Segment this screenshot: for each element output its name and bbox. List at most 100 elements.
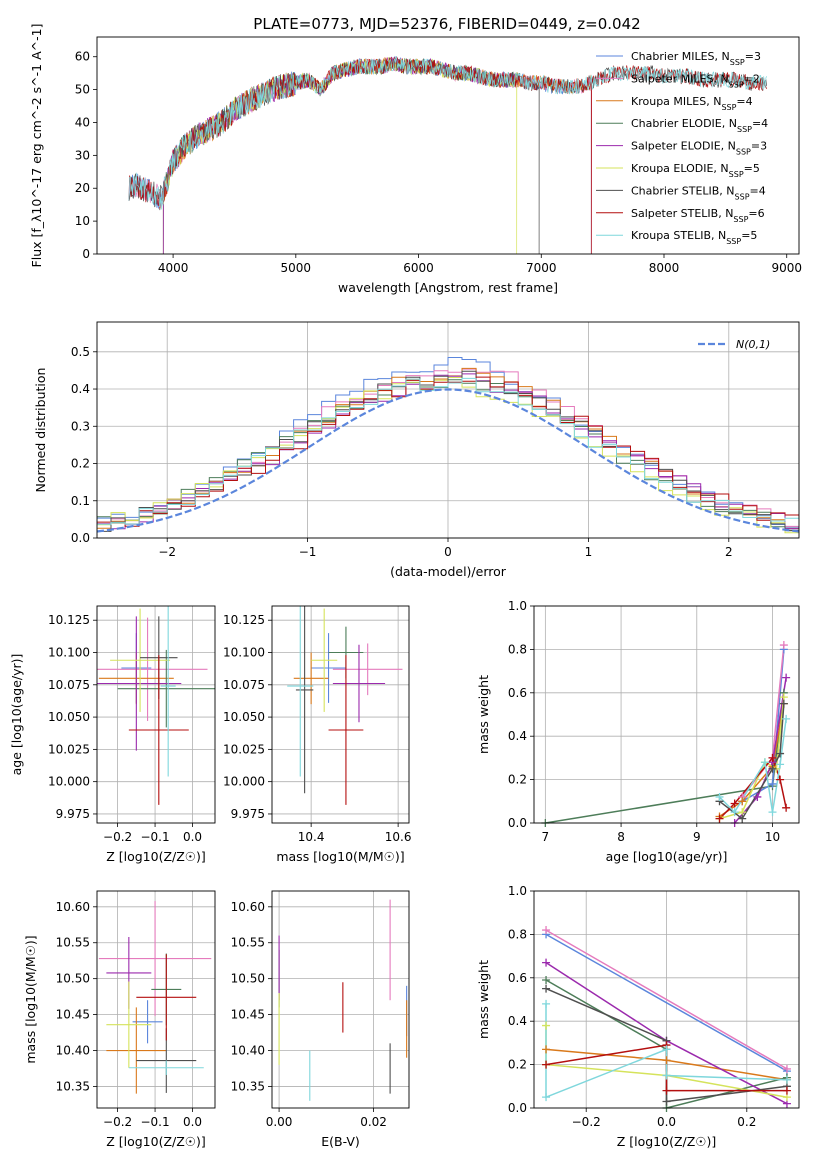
- y-tick-label: 10.000: [223, 775, 265, 789]
- y-tick-label: 0.6: [508, 686, 527, 700]
- weight-point-marker: [542, 975, 551, 984]
- x-axis-label: E(B-V): [321, 1134, 360, 1149]
- weight-point-marker: [542, 1060, 551, 1069]
- x-tick-label: −0.2: [103, 830, 132, 844]
- weight-point-marker: [782, 1064, 791, 1073]
- y-tick-label: 10.45: [56, 1008, 90, 1022]
- weight-point-marker: [542, 999, 551, 1008]
- weight-point-marker: [542, 1093, 551, 1102]
- chart-weight-vs-Z: −0.2 0.0 0.2 0.0 0.2 0.4 0.6 0.8 1.0 Z [log10(Z/Z…: [476, 884, 800, 1149]
- weight-point-marker: [715, 814, 724, 823]
- spectrum-series-line: [162, 56, 516, 254]
- weight-point-marker: [738, 797, 747, 806]
- y-tick-label: 50: [75, 83, 90, 97]
- x-tick-label: 0.00: [266, 1115, 293, 1129]
- x-tick-label: 0.02: [360, 1115, 387, 1129]
- weight-series-line: [545, 933, 788, 1072]
- plot-area: [545, 645, 787, 823]
- legend-entry: Kroupa MILES, NSSP=4: [631, 95, 753, 112]
- weight-point-marker: [662, 1071, 671, 1080]
- legend-subscript: SSP: [729, 170, 744, 179]
- y-tick-label: 0.2: [71, 457, 90, 471]
- x-tick-label: −0.1: [140, 1115, 169, 1129]
- y-tick-label: 0.8: [508, 642, 527, 656]
- weight-point-marker: [768, 753, 777, 762]
- y-tick-label: 10.60: [56, 900, 90, 914]
- legend-entry: Chabrier ELODIE, NSSP=4: [631, 117, 768, 134]
- y-tick-label: 10.025: [48, 742, 90, 756]
- x-axis-label: age [log10(age/yr)]: [606, 849, 728, 864]
- weight-series-line: [734, 677, 787, 823]
- y-tick-label: 40: [75, 115, 90, 129]
- x-tick-label: 0.0: [657, 1115, 676, 1129]
- legend-entry: N(0,1): [736, 338, 770, 351]
- y-axis-label: Normed distribution: [33, 368, 48, 493]
- weight-point-marker: [542, 984, 551, 993]
- x-tick-label: −1: [299, 545, 317, 559]
- y-tick-label: 0.4: [508, 1014, 527, 1028]
- plot-frame: [533, 890, 800, 1109]
- spectrum-series-line: [128, 56, 767, 210]
- y-tick-label: 10.40: [56, 1044, 90, 1058]
- y-axis-label: mass weight: [476, 960, 491, 1039]
- plot-frame: [271, 605, 410, 824]
- chart-mass-vs-Z: −0.2 −0.1 0.0 10.35 10.40 10.45 10.50 10.55 10.6…: [23, 890, 216, 1149]
- plot-area: [128, 56, 767, 254]
- chart-age-vs-Z: −0.2 −0.1 0.0 9.975 10.000 10.025 10.050 10.075…: [9, 605, 216, 864]
- y-tick-label: 0: [82, 247, 90, 261]
- y-tick-label: 10.50: [231, 972, 265, 986]
- weight-point-marker: [779, 699, 788, 708]
- x-tick-label: 5000: [281, 261, 312, 275]
- y-axis-label: mass [log10(M/M☉)]: [23, 935, 38, 1063]
- x-tick-label: 0.2: [737, 1115, 756, 1129]
- legend-entry: Kroupa ELODIE, NSSP=5: [631, 162, 760, 179]
- x-axis-label: Z [log10(Z/Z☉)]: [106, 1134, 206, 1149]
- legend: Chabrier MILES, NSSP=3 Salpeter MILES, NS…: [596, 50, 768, 246]
- y-tick-label: 10.35: [56, 1079, 90, 1093]
- y-tick-label: 10.100: [223, 646, 265, 660]
- weight-series-line: [545, 929, 788, 1070]
- legend-entry: Chabrier MILES, NSSP=3: [631, 50, 761, 67]
- legend-subscript: SSP: [737, 125, 752, 134]
- x-tick-label: 4000: [158, 261, 189, 275]
- x-tick-label: 0: [444, 545, 452, 559]
- y-axis-label: mass weight: [476, 675, 491, 754]
- legend-subscript: SSP: [733, 214, 748, 223]
- y-tick-label: 10.000: [48, 775, 90, 789]
- y-tick-label: 10.100: [48, 646, 90, 660]
- chart-weight-vs-age: 7 8 9 10 0.0 0.2 0.4 0.6 0.8 1.0 age [log10(age/yr…: [476, 599, 800, 864]
- plot-frame: [96, 605, 216, 824]
- chart-age-vs-mass: 10.4 10.6 9.975 10.000 10.025 10.050 10.075 10.…: [223, 605, 411, 864]
- plot-frame: [96, 890, 216, 1109]
- chart-spectrum: 4000 5000 6000 7000 8000 9000 0 10 20 30 40 50 60 wav…: [29, 24, 802, 295]
- legend-subscript: SSP: [721, 102, 736, 111]
- y-tick-label: 0.4: [71, 382, 90, 396]
- figure-title: PLATE=0773, MJD=52376, FIBERID=0449, z=0…: [253, 15, 640, 33]
- x-tick-label: −0.2: [572, 1115, 601, 1129]
- weight-point-marker: [760, 758, 769, 767]
- x-tick-label: −2: [158, 545, 176, 559]
- weight-point-marker: [542, 1045, 551, 1054]
- plot-frame: [96, 321, 800, 539]
- legend-entry: Chabrier STELIB, NSSP=4: [631, 184, 766, 201]
- spectrum-series-line: [128, 56, 767, 254]
- legend-subscript: SSP: [730, 58, 745, 67]
- x-tick-label: 8000: [649, 261, 680, 275]
- x-tick-label: 0.0: [183, 830, 202, 844]
- chart-mass-vs-ebv: 0.00 0.02 10.35 10.40 10.45 10.50 10.55 10.60 E(…: [231, 890, 410, 1149]
- y-tick-label: 10.075: [48, 678, 90, 692]
- plot-area: [97, 357, 799, 536]
- y-axis-label: age [log10(age/yr)]: [9, 654, 24, 776]
- y-tick-label: 0.0: [508, 816, 527, 830]
- x-tick-label: 1: [585, 545, 593, 559]
- weight-point-marker: [542, 958, 551, 967]
- legend-subscript: SSP: [735, 192, 750, 201]
- y-tick-label: 9.975: [56, 807, 90, 821]
- weight-series-line: [545, 692, 785, 823]
- y-tick-label: 0.4: [508, 729, 527, 743]
- x-axis-label: wavelength [Angstrom, rest frame]: [338, 280, 558, 295]
- spectrum-series-line: [128, 56, 767, 254]
- legend-entry: Salpeter ELODIE, NSSP=3: [631, 140, 767, 157]
- y-tick-label: 1.0: [508, 884, 527, 898]
